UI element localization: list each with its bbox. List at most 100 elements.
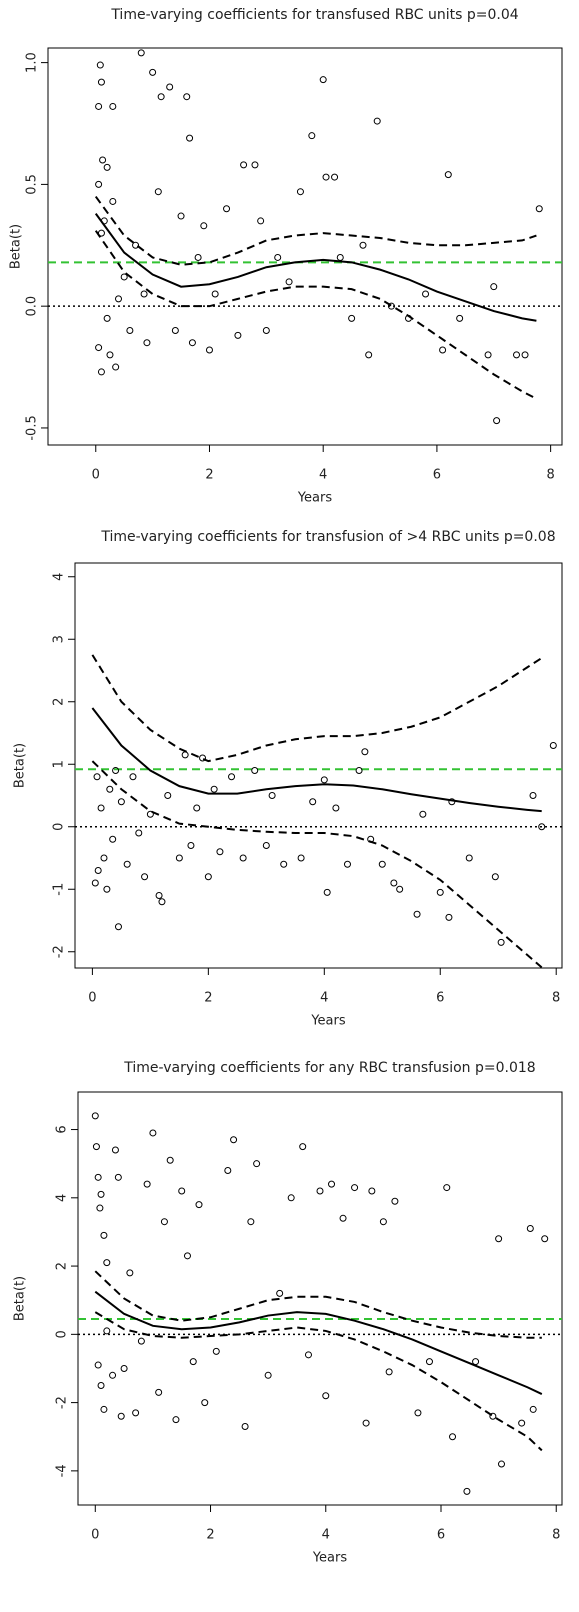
data-point <box>166 83 174 91</box>
chart-title: Time-varying coefficients for transfused… <box>110 7 518 23</box>
data-point <box>106 351 114 359</box>
data-point <box>143 1180 151 1188</box>
x-tick-label: 2 <box>206 1528 214 1543</box>
data-point <box>166 1156 174 1164</box>
data-point <box>419 810 427 818</box>
data-point <box>456 314 464 322</box>
data-point <box>129 773 137 781</box>
data-point <box>328 1180 336 1188</box>
data-point <box>103 1327 111 1335</box>
data-point <box>297 854 305 862</box>
data-point <box>497 938 505 946</box>
data-point <box>96 61 104 69</box>
data-point <box>93 773 101 781</box>
y-tick-label: 0 <box>52 823 67 831</box>
data-point <box>155 892 163 899</box>
data-point <box>204 873 212 881</box>
x-axis-label: Years <box>312 1551 348 1566</box>
data-point <box>199 754 207 762</box>
fitted-curve <box>94 213 537 322</box>
data-point <box>379 1218 387 1226</box>
data-point <box>103 885 111 893</box>
data-point <box>120 1364 128 1372</box>
y-tick-label: 4 <box>55 1194 70 1202</box>
data-point <box>268 792 276 799</box>
data-point <box>158 898 166 906</box>
data-point <box>210 785 218 793</box>
data-point <box>114 1173 122 1181</box>
x-axis-label: Years <box>310 1014 346 1029</box>
data-point <box>463 1487 471 1495</box>
data-point <box>132 1409 140 1417</box>
data-point <box>320 776 328 784</box>
data-point <box>149 1129 157 1137</box>
data-point <box>188 339 196 347</box>
data-point <box>112 767 120 774</box>
data-point <box>94 867 102 874</box>
y-tick-label: 0.5 <box>25 174 40 195</box>
data-point <box>239 854 247 862</box>
plot-frame <box>77 1091 563 1506</box>
data-point <box>387 302 395 310</box>
data-point <box>194 253 202 261</box>
data-point <box>123 860 131 868</box>
data-point <box>95 102 103 110</box>
data-point <box>541 1235 549 1243</box>
data-point <box>247 1218 255 1226</box>
data-point <box>241 1422 249 1430</box>
data-point <box>365 351 373 359</box>
fitted-curve <box>94 1290 543 1395</box>
data-point <box>276 1289 284 1297</box>
data-point <box>201 1399 209 1407</box>
data-point <box>230 1136 238 1144</box>
data-point <box>200 222 208 230</box>
data-point <box>100 1405 108 1413</box>
data-point <box>205 346 213 354</box>
confidence-band <box>94 1311 543 1452</box>
data-point <box>137 1337 145 1345</box>
data-point <box>396 885 404 893</box>
data-point <box>97 1382 105 1390</box>
data-point <box>309 798 317 806</box>
data-point <box>262 327 270 335</box>
data-point <box>348 314 356 322</box>
data-point <box>228 773 236 781</box>
data-point <box>359 241 367 249</box>
x-axis-label: Years <box>297 491 333 506</box>
data-point <box>97 1190 105 1198</box>
data-point <box>109 102 117 110</box>
x-tick-label: 4 <box>319 468 327 483</box>
x-tick-label: 4 <box>320 991 328 1006</box>
data-point <box>443 1184 451 1192</box>
data-point <box>484 351 492 359</box>
data-point <box>234 331 242 339</box>
data-point <box>96 1204 104 1212</box>
y-tick-label: 0 <box>55 1330 70 1338</box>
x-tick-label: 4 <box>322 1528 330 1543</box>
x-tick-label: 0 <box>88 991 96 1006</box>
y-tick-label: -4 <box>55 1464 70 1477</box>
confidence-band <box>94 230 537 400</box>
y-tick-label: 4 <box>52 573 67 581</box>
data-point <box>135 829 143 837</box>
plot-frame <box>47 47 563 446</box>
data-point <box>97 368 105 376</box>
data-point <box>274 253 282 261</box>
data-point <box>445 913 453 921</box>
confidence-band <box>94 195 537 266</box>
data-point <box>216 848 224 856</box>
data-point <box>115 295 123 303</box>
data-point <box>444 171 452 179</box>
data-point <box>195 1201 203 1209</box>
data-point <box>332 804 340 812</box>
chart-title: Time-varying coefficients for any RBC tr… <box>123 1060 535 1076</box>
data-point <box>154 188 162 196</box>
data-point <box>103 1259 111 1267</box>
data-point <box>304 1351 312 1359</box>
data-point <box>322 173 330 181</box>
data-point <box>111 1146 119 1154</box>
x-tick-label: 6 <box>436 991 444 1006</box>
data-point <box>114 923 122 931</box>
data-point <box>308 132 316 140</box>
data-point <box>513 351 521 359</box>
